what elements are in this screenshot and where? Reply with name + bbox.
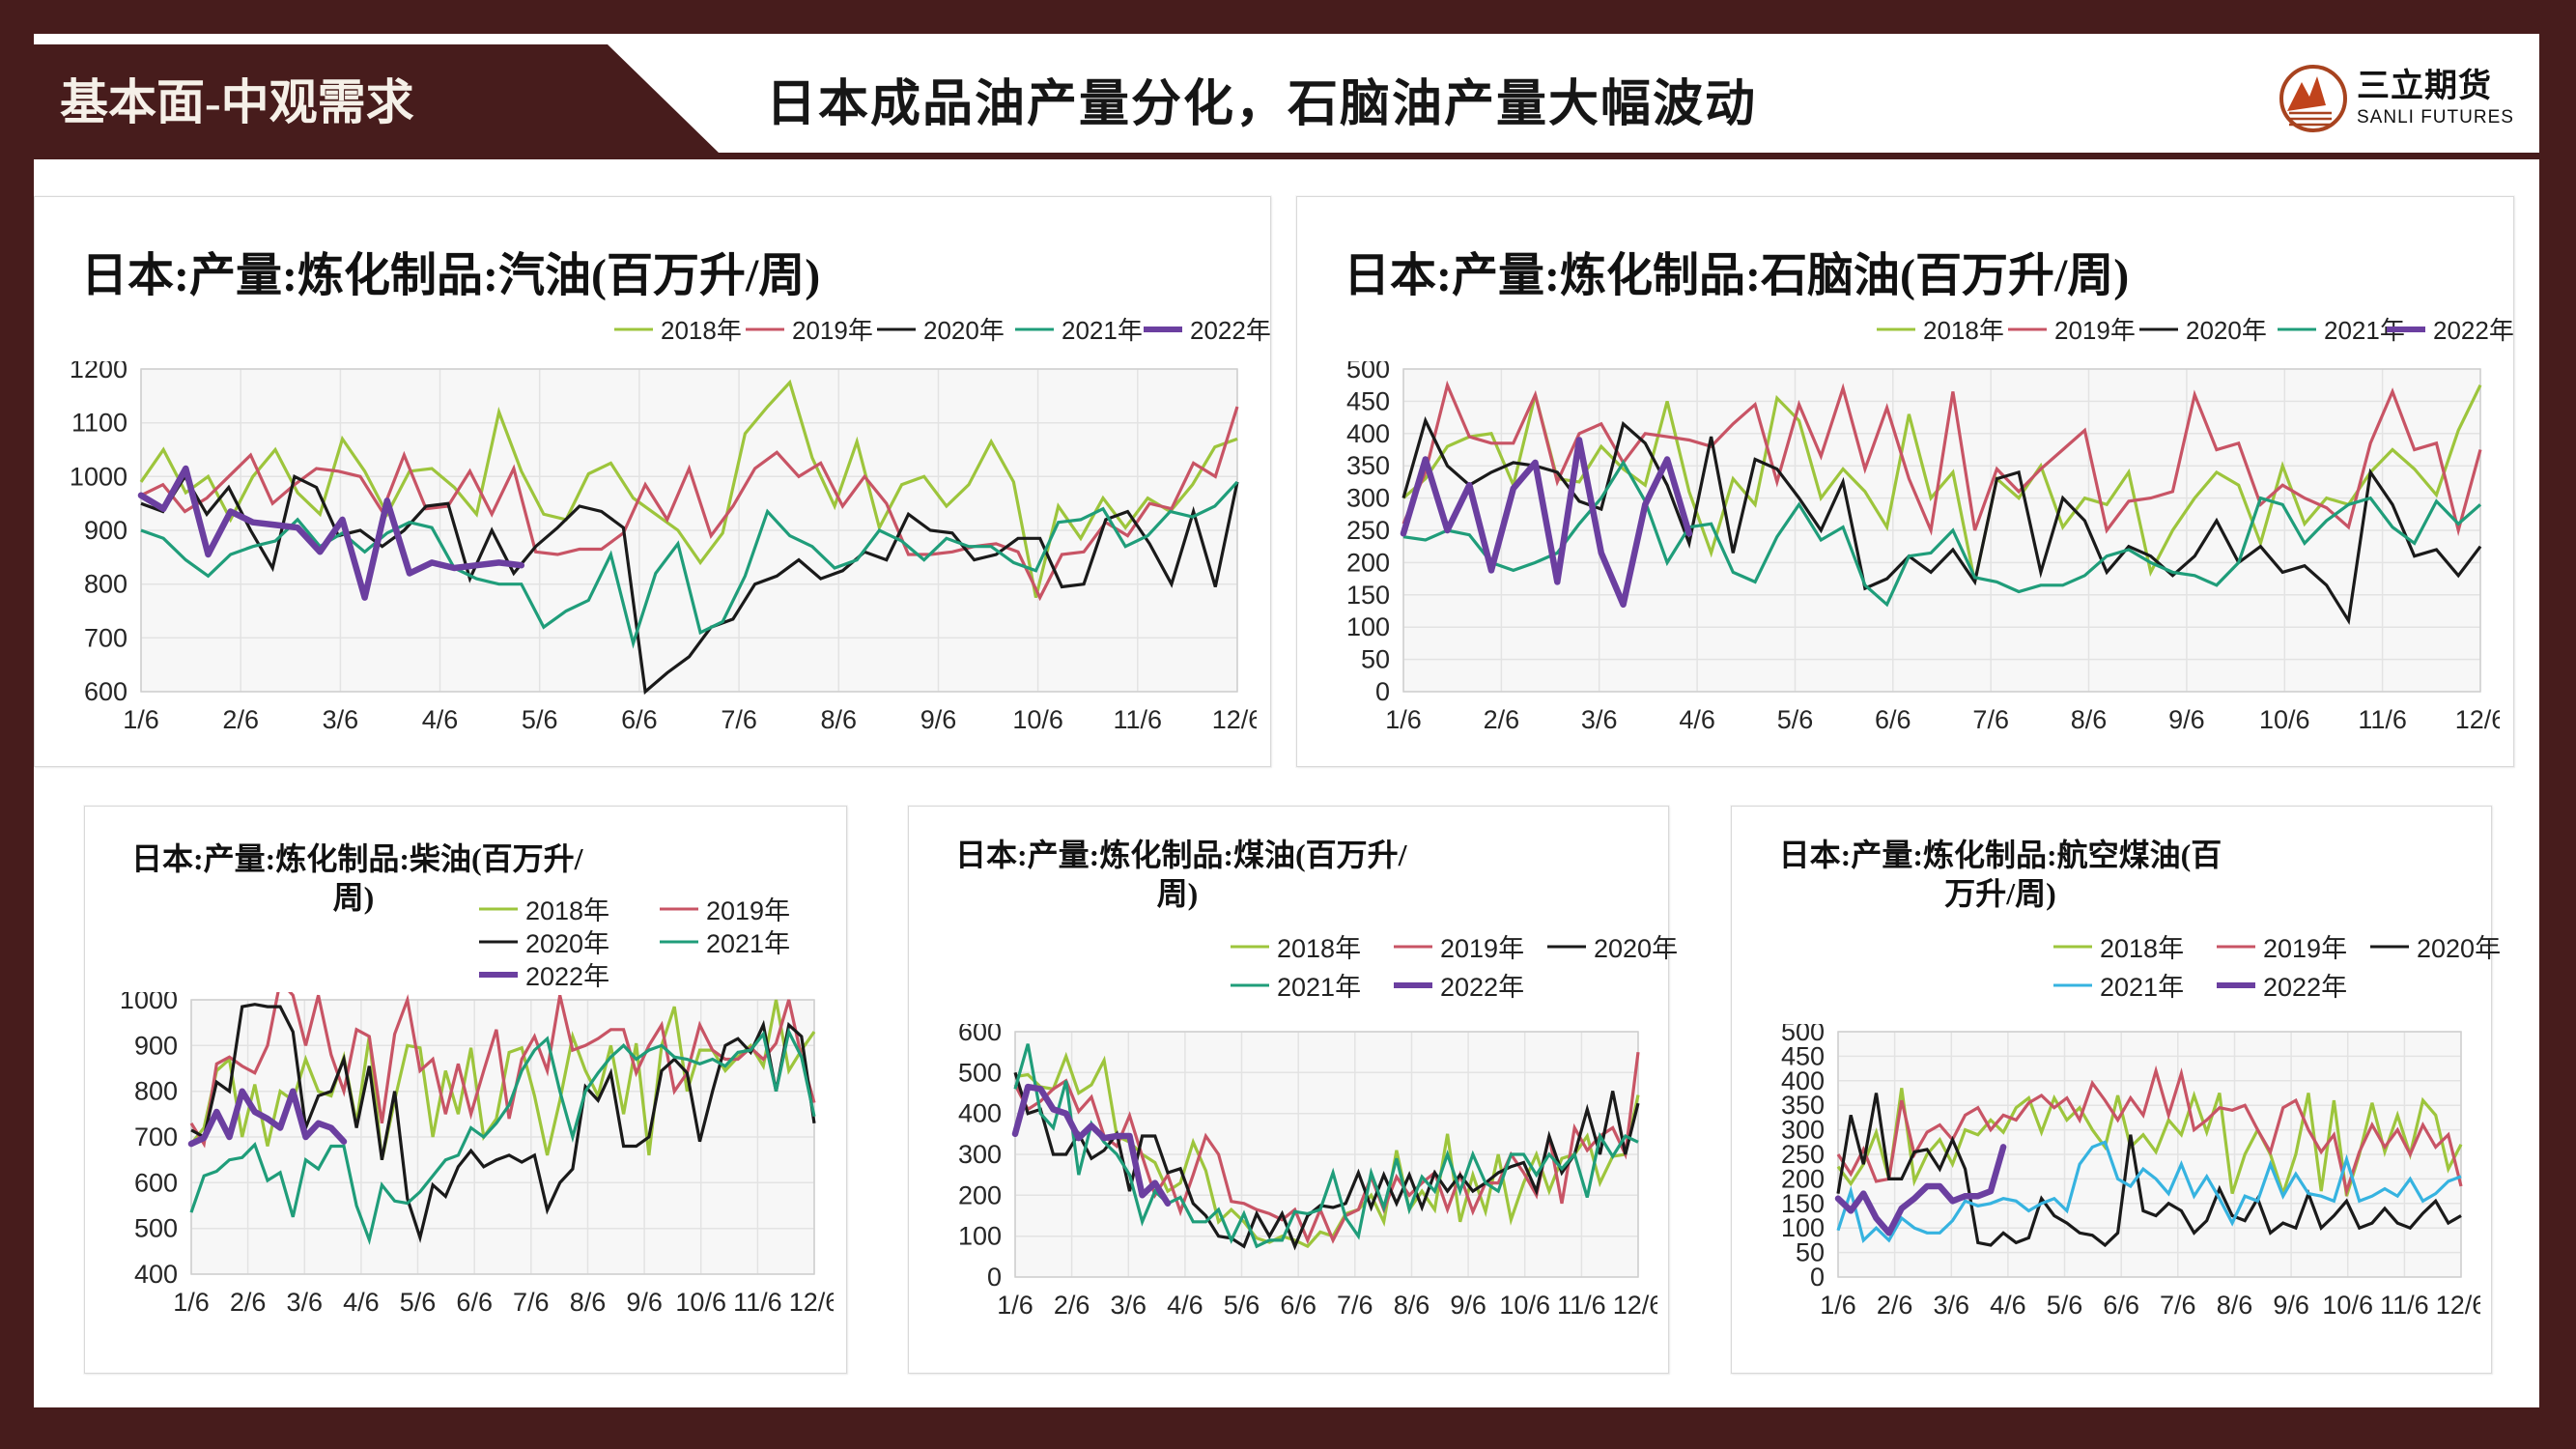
svg-text:1/6: 1/6 bbox=[173, 1288, 210, 1317]
svg-text:12/6: 12/6 bbox=[2455, 705, 2500, 734]
svg-text:800: 800 bbox=[134, 1077, 178, 1106]
svg-text:300: 300 bbox=[1346, 484, 1390, 513]
svg-text:7/6: 7/6 bbox=[721, 705, 757, 734]
svg-text:600: 600 bbox=[84, 677, 127, 706]
svg-text:150: 150 bbox=[1346, 581, 1390, 610]
svg-text:10/6: 10/6 bbox=[675, 1288, 726, 1317]
svg-text:11/6: 11/6 bbox=[1557, 1291, 1606, 1320]
svg-text:900: 900 bbox=[134, 1031, 178, 1060]
svg-text:9/6: 9/6 bbox=[626, 1288, 663, 1317]
svg-text:2/6: 2/6 bbox=[222, 705, 259, 734]
svg-text:500: 500 bbox=[1781, 1024, 1825, 1046]
svg-text:50: 50 bbox=[1361, 645, 1390, 674]
svg-text:3/6: 3/6 bbox=[1934, 1291, 1970, 1320]
svg-text:10/6: 10/6 bbox=[1012, 705, 1063, 734]
svg-text:250: 250 bbox=[1346, 516, 1390, 545]
svg-text:4/6: 4/6 bbox=[422, 705, 459, 734]
svg-text:400: 400 bbox=[1346, 419, 1390, 448]
svg-text:2/6: 2/6 bbox=[230, 1288, 267, 1317]
svg-text:3/6: 3/6 bbox=[323, 705, 359, 734]
svg-text:5/6: 5/6 bbox=[1777, 705, 1814, 734]
svg-text:1/6: 1/6 bbox=[1820, 1291, 1856, 1320]
svg-text:500: 500 bbox=[958, 1058, 1002, 1087]
svg-text:8/6: 8/6 bbox=[821, 705, 858, 734]
svg-text:7/6: 7/6 bbox=[1972, 705, 2009, 734]
svg-text:500: 500 bbox=[1346, 361, 1390, 384]
svg-text:12/6: 12/6 bbox=[789, 1288, 834, 1317]
svg-text:350: 350 bbox=[1346, 451, 1390, 480]
svg-text:200: 200 bbox=[1346, 548, 1390, 577]
svg-text:6/6: 6/6 bbox=[1875, 705, 1911, 734]
svg-text:11/6: 11/6 bbox=[2380, 1291, 2429, 1320]
svg-text:7/6: 7/6 bbox=[2160, 1291, 2196, 1320]
svg-text:500: 500 bbox=[134, 1214, 178, 1243]
svg-text:700: 700 bbox=[84, 623, 127, 652]
svg-text:3/6: 3/6 bbox=[1581, 705, 1618, 734]
svg-text:10/6: 10/6 bbox=[2259, 705, 2310, 734]
svg-text:9/6: 9/6 bbox=[2168, 705, 2205, 734]
svg-text:6/6: 6/6 bbox=[456, 1288, 493, 1317]
svg-text:1/6: 1/6 bbox=[1385, 705, 1422, 734]
svg-text:11/6: 11/6 bbox=[733, 1288, 782, 1317]
svg-text:5/6: 5/6 bbox=[1224, 1291, 1260, 1320]
svg-text:1/6: 1/6 bbox=[123, 705, 159, 734]
svg-text:3/6: 3/6 bbox=[287, 1288, 324, 1317]
svg-text:6/6: 6/6 bbox=[1280, 1291, 1316, 1320]
svg-text:11/6: 11/6 bbox=[2358, 705, 2407, 734]
svg-text:9/6: 9/6 bbox=[1450, 1291, 1486, 1320]
svg-text:8/6: 8/6 bbox=[2217, 1291, 2253, 1320]
svg-text:600: 600 bbox=[958, 1024, 1002, 1046]
svg-text:1200: 1200 bbox=[70, 361, 127, 384]
svg-text:800: 800 bbox=[84, 570, 127, 599]
svg-text:450: 450 bbox=[1346, 386, 1390, 415]
svg-text:900: 900 bbox=[84, 516, 127, 545]
svg-text:300: 300 bbox=[958, 1140, 1002, 1169]
svg-text:0: 0 bbox=[1375, 677, 1390, 706]
svg-text:3/6: 3/6 bbox=[1111, 1291, 1147, 1320]
svg-text:8/6: 8/6 bbox=[2071, 705, 2108, 734]
svg-text:6/6: 6/6 bbox=[621, 705, 658, 734]
svg-text:2/6: 2/6 bbox=[1484, 705, 1520, 734]
svg-text:700: 700 bbox=[134, 1122, 178, 1151]
svg-text:5/6: 5/6 bbox=[2047, 1291, 2083, 1320]
svg-text:1000: 1000 bbox=[70, 462, 127, 491]
svg-text:1/6: 1/6 bbox=[997, 1291, 1033, 1320]
svg-text:200: 200 bbox=[958, 1180, 1002, 1209]
svg-text:1100: 1100 bbox=[71, 409, 127, 438]
svg-text:100: 100 bbox=[1346, 612, 1390, 641]
svg-text:7/6: 7/6 bbox=[513, 1288, 550, 1317]
svg-text:600: 600 bbox=[134, 1168, 178, 1197]
svg-text:9/6: 9/6 bbox=[920, 705, 957, 734]
svg-text:100: 100 bbox=[958, 1222, 1002, 1251]
svg-text:4/6: 4/6 bbox=[1990, 1291, 2026, 1320]
svg-text:12/6: 12/6 bbox=[2436, 1291, 2480, 1320]
svg-text:9/6: 9/6 bbox=[2273, 1291, 2309, 1320]
svg-text:10/6: 10/6 bbox=[1499, 1291, 1550, 1320]
svg-text:2/6: 2/6 bbox=[1054, 1291, 1090, 1320]
svg-text:12/6: 12/6 bbox=[1613, 1291, 1657, 1320]
svg-text:4/6: 4/6 bbox=[1167, 1291, 1203, 1320]
svg-text:2/6: 2/6 bbox=[1877, 1291, 1913, 1320]
svg-text:8/6: 8/6 bbox=[570, 1288, 607, 1317]
svg-text:11/6: 11/6 bbox=[1114, 705, 1163, 734]
svg-text:7/6: 7/6 bbox=[1337, 1291, 1373, 1320]
svg-text:1000: 1000 bbox=[120, 992, 178, 1014]
svg-text:6/6: 6/6 bbox=[2103, 1291, 2139, 1320]
svg-text:4/6: 4/6 bbox=[1679, 705, 1715, 734]
svg-text:4/6: 4/6 bbox=[343, 1288, 380, 1317]
svg-text:400: 400 bbox=[958, 1099, 1002, 1128]
svg-text:12/6: 12/6 bbox=[1212, 705, 1257, 734]
svg-text:5/6: 5/6 bbox=[400, 1288, 437, 1317]
svg-text:10/6: 10/6 bbox=[2322, 1291, 2373, 1320]
svg-text:0: 0 bbox=[987, 1263, 1002, 1292]
svg-text:8/6: 8/6 bbox=[1394, 1291, 1430, 1320]
svg-text:400: 400 bbox=[134, 1260, 178, 1289]
svg-text:5/6: 5/6 bbox=[522, 705, 558, 734]
